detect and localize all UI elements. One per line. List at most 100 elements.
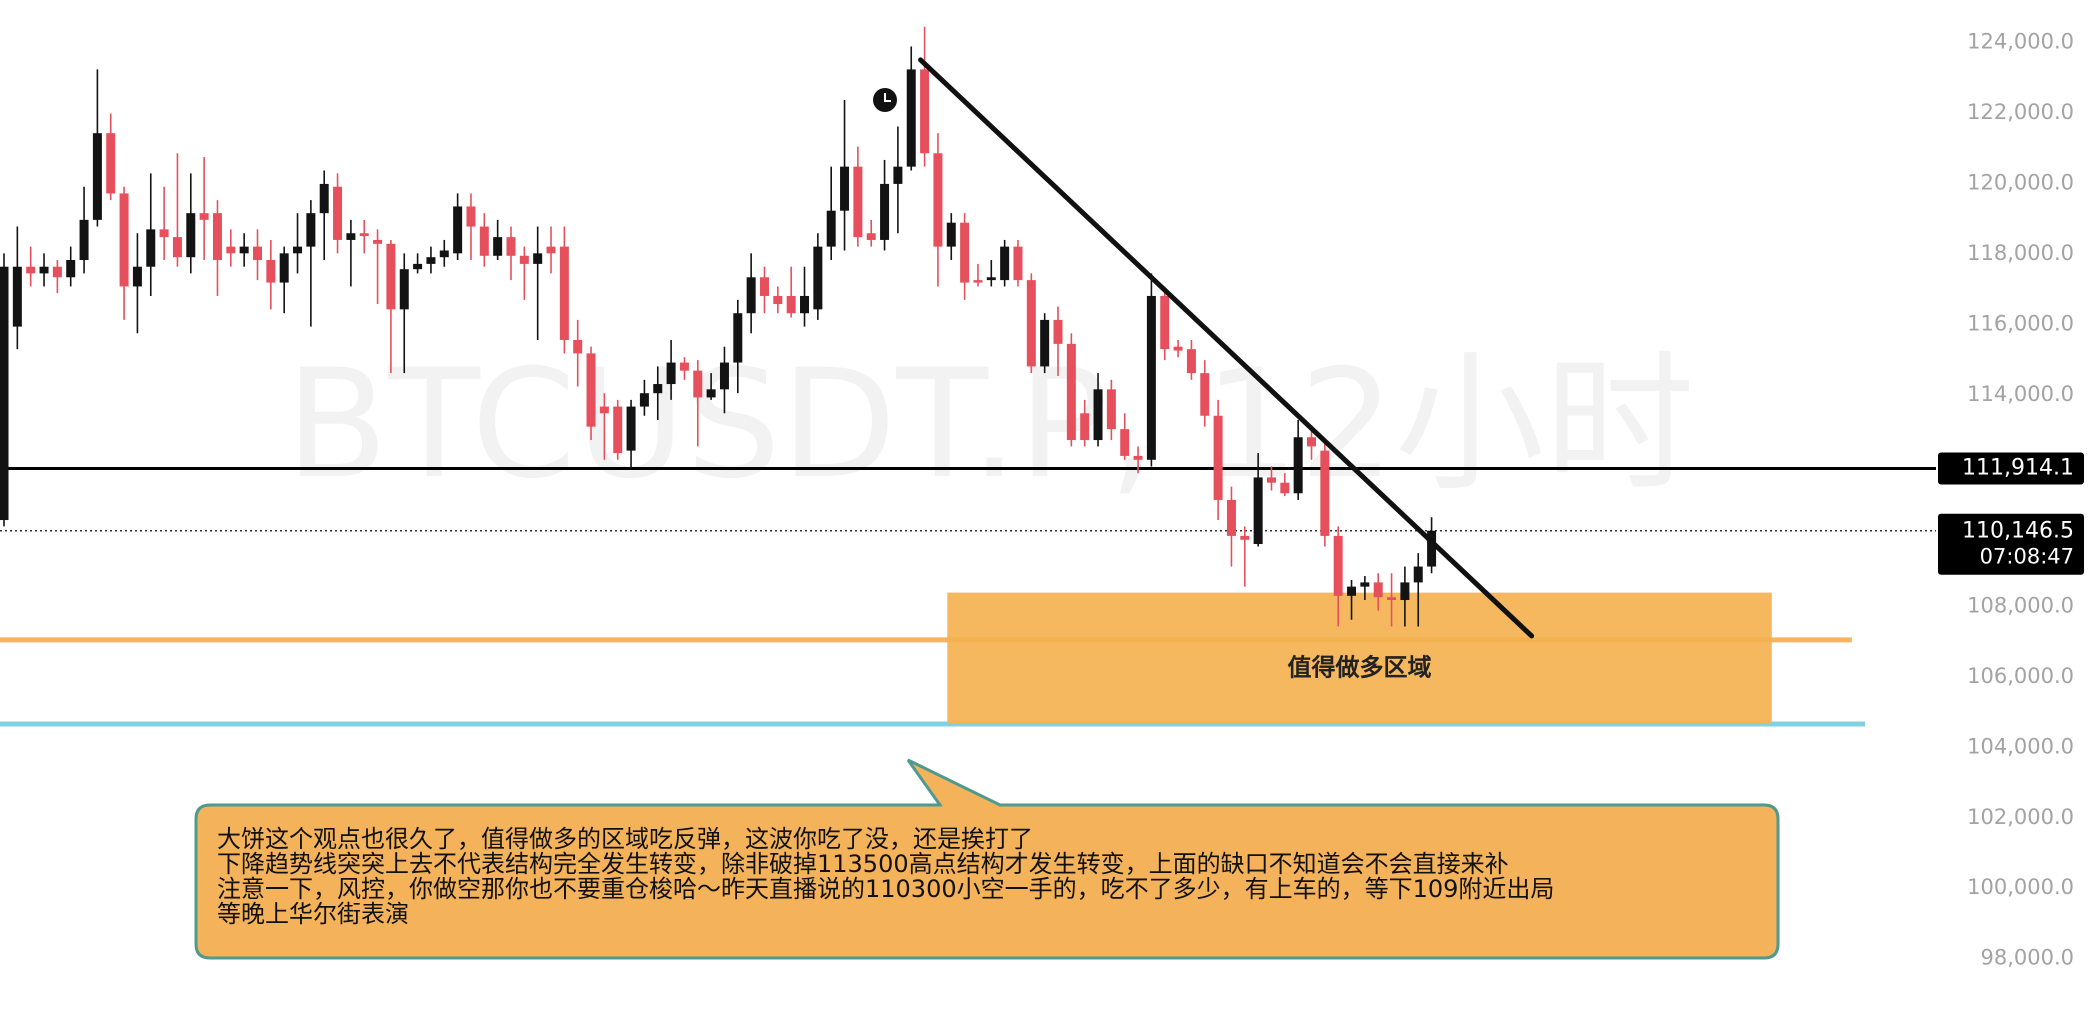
candle-body: [26, 266, 36, 274]
candle-body: [373, 239, 383, 244]
candle-body: [386, 243, 396, 310]
zone-label: 值得做多区域: [1288, 653, 1432, 681]
trend-line: [918, 57, 1535, 639]
candle-body: [12, 266, 22, 327]
candle-body: [746, 277, 756, 314]
candle-body: [1307, 437, 1317, 447]
candle-body: [1280, 482, 1290, 494]
candle-body: [1266, 477, 1276, 483]
candle-body: [519, 255, 529, 264]
candle-body: [800, 295, 810, 314]
note-line: 大饼这个观点也很久了，值得做多的区域吃反弹，这波你吃了没，还是挨打了: [217, 825, 1033, 853]
y-tick-label: 120,000.0: [1967, 171, 2074, 195]
candle-body: [159, 229, 169, 238]
candle-body: [453, 206, 463, 254]
candle-body: [279, 253, 289, 283]
candle-body: [826, 210, 836, 247]
candle-body: [586, 353, 596, 427]
candle-body: [439, 250, 449, 258]
candle-body: [293, 246, 303, 254]
candle-body: [706, 389, 716, 398]
candle-body: [759, 277, 769, 296]
candle-body: [719, 362, 729, 390]
candle-body: [533, 253, 543, 264]
candle-body: [1146, 295, 1156, 460]
candle-body: [252, 246, 262, 261]
candle-body: [986, 277, 996, 281]
candle-body: [613, 406, 623, 454]
note-line: 下降趋势线突突上去不代表结构完全发生转变，除非破掉113500高点结构才发生转变…: [217, 850, 1509, 878]
candle-body: [399, 269, 409, 310]
candle-body: [1120, 429, 1130, 456]
candle-body: [226, 246, 236, 254]
candle-body: [1066, 343, 1076, 441]
candle-body: [1253, 477, 1263, 544]
candle-body: [973, 280, 983, 283]
candle-body: [1093, 389, 1103, 441]
candle-body: [1106, 389, 1116, 430]
candle-body: [92, 133, 102, 220]
candle-body: [333, 186, 343, 240]
candle-body: [1293, 437, 1303, 494]
candle-body: [1000, 246, 1010, 281]
candle-body: [212, 213, 222, 261]
candle-body: [479, 226, 489, 256]
candle-body: [466, 206, 476, 227]
candle-body: [319, 183, 329, 214]
candle-body: [239, 246, 249, 254]
candle-body: [306, 213, 316, 247]
candle-body: [653, 384, 663, 394]
note-line: 等晚上华尔街表演: [217, 900, 409, 928]
candle-body: [639, 393, 649, 407]
candle-body: [679, 362, 689, 371]
candle-body: [813, 246, 823, 310]
candle-body: [880, 183, 890, 240]
long-zone: [947, 592, 1772, 725]
y-tick-label: 104,000.0: [1967, 734, 2074, 758]
candle-body: [866, 233, 876, 240]
candle-body: [840, 166, 850, 211]
candle-body: [1213, 415, 1223, 500]
candle-body: [1013, 246, 1023, 281]
y-tick-label: 124,000.0: [1967, 30, 2074, 54]
y-tick-label: 118,000.0: [1967, 241, 2074, 265]
candle-body: [1040, 319, 1050, 367]
candle-body: [773, 295, 783, 305]
watermark: BTCUSDT.P, 12小时: [285, 338, 1694, 512]
price-line-label: 111,914.1: [1962, 455, 2074, 480]
candle-body: [1347, 586, 1357, 596]
countdown-label: 07:08:47: [1980, 545, 2074, 569]
candle-body: [106, 133, 116, 194]
candle-body: [946, 222, 956, 247]
candle-body: [1333, 535, 1343, 596]
candle-body: [546, 246, 556, 254]
candle-body: [506, 237, 516, 256]
candle-body: [186, 213, 196, 258]
candle-body: [893, 166, 903, 184]
candle-body: [359, 233, 369, 237]
candle-body: [1387, 597, 1397, 601]
candle-body: [599, 406, 609, 414]
candle-body: [1320, 450, 1330, 536]
last-price-box: [1938, 513, 2084, 575]
candle-body: [0, 266, 9, 521]
candle-body: [199, 213, 209, 220]
candle-body: [1186, 349, 1196, 374]
candle-body: [1226, 499, 1236, 536]
y-tick-label: 102,000.0: [1967, 805, 2074, 829]
candle-body: [666, 362, 676, 385]
candle-body: [733, 313, 743, 363]
candle-body: [1427, 530, 1437, 567]
callout-box: [194, 758, 1780, 960]
candle-body: [146, 229, 156, 267]
y-tick-label: 114,000.0: [1967, 382, 2074, 406]
alarm-hand: [884, 93, 891, 102]
candle-body: [132, 266, 142, 287]
candle-body: [1400, 582, 1410, 601]
y-tick-label: 106,000.0: [1967, 664, 2074, 688]
y-tick-label: 116,000.0: [1967, 311, 2074, 335]
candle-body: [1080, 413, 1090, 441]
candle-body: [1200, 373, 1210, 416]
candle-body: [920, 69, 930, 154]
candle-body: [693, 370, 703, 398]
